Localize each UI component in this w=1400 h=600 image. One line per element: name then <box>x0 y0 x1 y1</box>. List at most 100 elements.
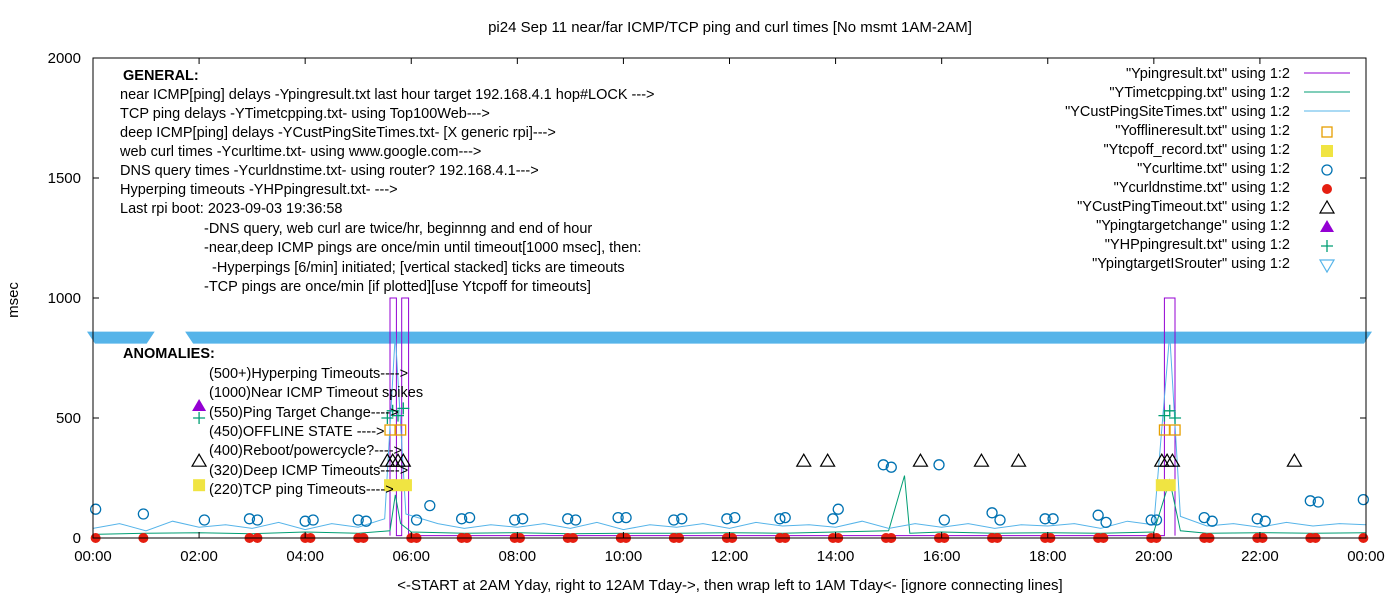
data-point <box>394 424 407 436</box>
general-note: -Hyperpings [6/min] initiated; [vertical… <box>204 260 625 276</box>
data-point <box>399 479 412 492</box>
data-point <box>90 503 102 515</box>
data-point <box>360 515 372 527</box>
anomaly-line: (400)Reboot/powercycle?----> <box>209 443 402 459</box>
legend-label: "YpingtargetISrouter" using 1:2 <box>1092 256 1290 272</box>
legend: "Ypingresult.txt" using 1:2 "YTimetcpping… <box>1065 66 1350 274</box>
data-point <box>1164 453 1181 467</box>
data-point <box>832 503 844 515</box>
data-point <box>1169 424 1181 436</box>
timeout-band <box>87 331 1373 344</box>
data-point <box>391 409 404 422</box>
legend-label: "Ytcpoff_record.txt" using 1:2 <box>1103 142 1290 158</box>
series-line <box>92 333 1367 532</box>
data-point <box>729 511 741 524</box>
legend-marker <box>1318 199 1336 214</box>
legend-label: "Yofflineresult.txt" using 1:2 <box>1115 123 1290 139</box>
general-note: -near,deep ICMP pings are once/min until… <box>204 240 641 256</box>
anomaly-annotations: ANOMALIES: (500+)Hyperping Timeouts---->… <box>123 346 423 498</box>
data-point <box>570 514 582 526</box>
data-point <box>779 511 791 524</box>
general-line: Last rpi boot: 2023-09-03 19:36:58 <box>120 201 343 217</box>
data-point <box>795 453 812 467</box>
data-point <box>1259 515 1271 527</box>
data-point <box>1251 513 1263 525</box>
anomaly-line: (1000)Near ICMP Timeout spikes <box>209 385 423 401</box>
data-point <box>251 514 264 526</box>
data-point <box>299 515 311 527</box>
legend-marker <box>1320 220 1334 232</box>
legend-marker <box>1321 164 1333 176</box>
general-line: Hyperping timeouts -YHPpingresult.txt- -… <box>120 182 398 198</box>
general-line: near ICMP[ping] delays -Ypingresult.txt … <box>120 87 655 103</box>
data-point <box>938 514 950 526</box>
data-point <box>676 513 688 525</box>
legend-label: "YTimetcpping.txt" using 1:2 <box>1109 85 1290 101</box>
data-point <box>1163 404 1176 417</box>
data-point <box>410 514 423 526</box>
data-point <box>668 514 680 526</box>
data-point <box>193 479 206 492</box>
data-point <box>386 404 399 417</box>
data-point <box>1150 514 1163 526</box>
data-point <box>307 514 319 526</box>
x-tick-label: 04:00 <box>286 548 324 565</box>
data-point <box>620 511 632 524</box>
legend-label: "Ypingtargetchange" using 1:2 <box>1096 218 1290 234</box>
y-tick-label: 1000 <box>48 290 81 307</box>
data-point <box>933 459 945 471</box>
x-tick-label: 18:00 <box>1029 548 1067 565</box>
data-point <box>885 461 897 473</box>
data-point <box>973 453 990 467</box>
anomaly-line: (450)OFFLINE STATE ----> <box>209 424 385 440</box>
timeout-band-segment <box>185 331 1373 344</box>
data-point <box>562 513 574 525</box>
anomalies-heading: ANOMALIES: <box>123 346 215 362</box>
x-tick-label: 08:00 <box>499 548 537 565</box>
general-line: DNS query times -Ycurldnstime.txt- using… <box>120 163 539 179</box>
legend-marker <box>1318 259 1336 274</box>
data-point <box>1357 493 1369 506</box>
data-point <box>819 453 836 467</box>
data-point <box>192 399 207 411</box>
data-point <box>397 402 410 415</box>
data-point <box>912 453 929 467</box>
legend-marker <box>1321 240 1333 252</box>
data-point <box>877 459 889 471</box>
data-point <box>243 513 256 525</box>
x-tick-label: 14:00 <box>817 548 855 565</box>
data-point <box>352 514 364 526</box>
legend-label: "YCustPingSiteTimes.txt" using 1:2 <box>1065 104 1290 120</box>
data-point <box>191 453 208 467</box>
legend-label: "Ycurldnstime.txt" using 1:2 <box>1114 180 1290 196</box>
data-point <box>455 513 468 525</box>
anomaly-line: (220)TCP ping Timeouts----> <box>209 482 394 498</box>
x-tick-label: 00:00 <box>1347 548 1385 565</box>
data-point <box>381 412 394 424</box>
general-annotations: GENERAL: near ICMP[ping] delays -Ypingre… <box>119 68 655 295</box>
data-point <box>1304 495 1316 507</box>
data-point <box>193 412 206 424</box>
legend-marker <box>1321 126 1333 138</box>
data-point <box>1039 513 1051 525</box>
axis-ticks: 0 500 1000 1500 2000 00:00 02:00 04:00 06:00 08:0… <box>48 50 1385 565</box>
data-point <box>994 514 1006 526</box>
timeout-band-segment <box>87 331 155 344</box>
data-point <box>395 453 412 467</box>
x-tick-label: 22:00 <box>1241 548 1279 565</box>
data-point <box>774 513 786 525</box>
x-tick-label: 06:00 <box>392 548 430 565</box>
x-tick-label: 20:00 <box>1135 548 1173 565</box>
general-line: deep ICMP[ping] delays -YCustPingSiteTim… <box>120 125 556 141</box>
anomaly-line: (500+)Hyperping Timeouts----> <box>209 366 408 382</box>
data-point <box>1169 412 1182 424</box>
data-point <box>1145 514 1157 526</box>
x-axis-label: <-START at 2AM Yday, right to 12AM Tday-… <box>397 577 1062 594</box>
x-tick-label: 10:00 <box>605 548 643 565</box>
anomaly-line: (550)Ping Target Change----> <box>209 405 399 421</box>
data-point <box>516 513 529 525</box>
general-line: web curl times -Ycurltime.txt- using www… <box>119 144 481 160</box>
legend-label: "YHPpingresult.txt" using 1:2 <box>1105 237 1290 253</box>
x-tick-label: 02:00 <box>180 548 218 565</box>
data-point <box>986 507 998 519</box>
